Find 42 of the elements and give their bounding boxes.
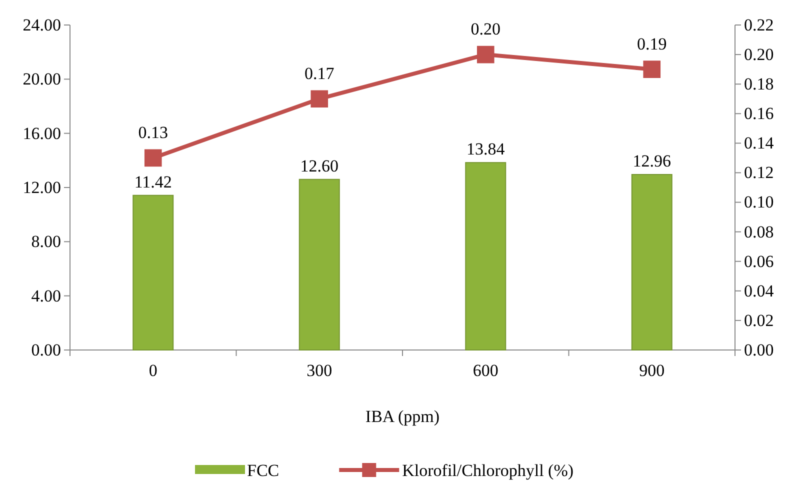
y-tick-label: 24.00 (22, 15, 61, 34)
y2-tick-label: 0.20 (744, 44, 774, 64)
y-tick-label: 0.00 (31, 340, 61, 360)
y2-tick-label: 0.16 (744, 104, 774, 124)
y2-tick-label: 0.10 (744, 192, 774, 212)
data-label: 11.42 (134, 172, 172, 192)
y-tick-label: 16.00 (22, 124, 61, 143)
data-label: 13.84 (466, 140, 506, 159)
y2-tick-label: 0.12 (744, 163, 774, 182)
y2-tick-label: 0.04 (744, 281, 774, 300)
point (643, 60, 661, 78)
y-tick-label: 4.00 (31, 286, 61, 306)
point (476, 46, 494, 64)
x-tick-label: 900 (639, 361, 665, 380)
data-label: 0.13 (138, 122, 168, 142)
point (310, 90, 328, 108)
bar (631, 174, 672, 350)
y2-tick-label: 0.08 (744, 222, 774, 242)
y2-tick-label: 0.06 (744, 252, 774, 271)
bar (298, 178, 340, 350)
x-axis-title: IBA (ppm) (365, 407, 440, 426)
data-label: 0.17 (304, 64, 335, 83)
y-tick-label: 12.00 (22, 178, 61, 197)
y-tick-label: 8.00 (31, 232, 61, 252)
bar (465, 162, 506, 350)
data-label: 0.19 (637, 34, 667, 54)
data-label: 12.96 (632, 152, 671, 170)
data-label: 12.60 (300, 156, 338, 176)
bar (132, 194, 174, 350)
legend-label: Klorofil/Chlorophyll (%) (402, 461, 574, 480)
data-label: 0.20 (470, 20, 500, 39)
y2-tick-label: 0.22 (744, 15, 774, 34)
y-tick-label: 20.00 (22, 70, 61, 89)
y2-tick-label: 0.14 (744, 134, 774, 153)
y2-tick-label: 0.02 (744, 310, 774, 330)
point (144, 149, 162, 167)
x-tick-label: 0 (148, 361, 158, 380)
x-tick-label: 300 (306, 361, 332, 380)
x-tick-label: 600 (472, 361, 498, 380)
legend-label: FCC (247, 461, 280, 480)
y2-tick-label: 0.18 (744, 74, 774, 94)
y2-tick-label: 0.00 (744, 340, 774, 360)
